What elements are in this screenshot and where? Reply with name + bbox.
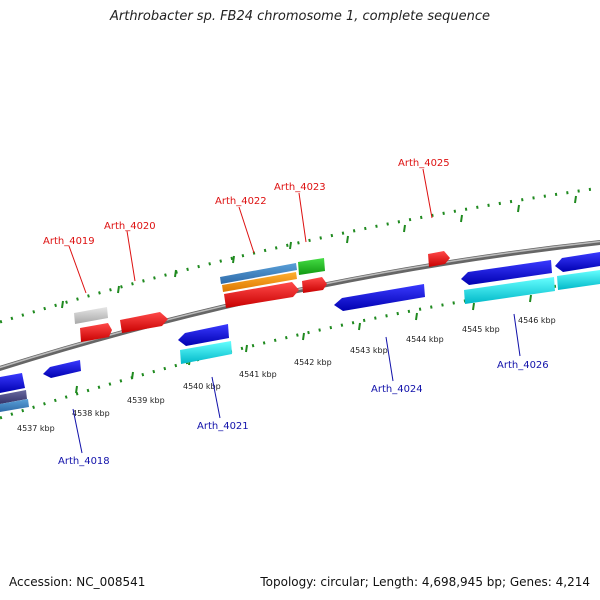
gene-label-arth-4025[interactable]: Arth_4025 — [398, 158, 450, 169]
scale-tick-label: 4540 kbp — [183, 382, 221, 391]
gene-label-arth-4022[interactable]: Arth_4022 — [215, 196, 267, 207]
gene-label-arth-4024[interactable]: Arth_4024 — [371, 384, 423, 395]
gene-arth-4018[interactable] — [43, 360, 81, 378]
reverse-label-leaders — [72, 313, 521, 454]
chromosome-backbone-highlight — [0, 240, 600, 369]
map-title: Arthrobacter sp. FB24 chromosome 1, comp… — [109, 9, 491, 24]
gene-label-arth-4020[interactable]: Arth_4020 — [104, 221, 156, 232]
gene-label-arth-4023[interactable]: Arth_4023 — [274, 182, 326, 193]
gene-arth-4020[interactable] — [120, 312, 168, 333]
gene-label-arth-4026[interactable]: Arth_4026 — [497, 360, 549, 371]
reverse-genes — [0, 252, 600, 412]
scale-tick-label: 4543 kbp — [350, 346, 388, 355]
forward-major-ticks — [61, 195, 577, 309]
scale-tick-label: 4542 kbp — [294, 358, 332, 367]
gene-arth-4022-orange[interactable] — [222, 272, 297, 292]
reverse-tick-arc — [0, 278, 600, 420]
gene-arth-4023-green[interactable] — [298, 258, 325, 275]
gene-arth-4024[interactable] — [334, 284, 425, 311]
scale-tick-label: 4539 kbp — [127, 396, 165, 405]
gene-arth-4021[interactable] — [178, 324, 229, 346]
gene-left-edge-blue[interactable] — [0, 373, 25, 393]
gene-left-edge-steel[interactable] — [0, 399, 29, 412]
scale-tick-label: 4541 kbp — [239, 370, 277, 379]
accession-label: Accession: NC_008541 — [9, 575, 146, 589]
gene-label-arth-4019[interactable]: Arth_4019 — [43, 236, 95, 247]
gene-left-edge-slate[interactable] — [0, 390, 27, 404]
gene-arth-4021-cyan[interactable] — [180, 341, 232, 364]
scale-tick-label: 4544 kbp — [406, 335, 444, 344]
topology-summary: Topology: circular; Length: 4,698,945 bp… — [260, 575, 590, 589]
forward-label-leaders — [68, 168, 433, 294]
gene-arth-4026-cyan[interactable] — [464, 277, 555, 304]
scale-tick-label: 4538 kbp — [72, 409, 110, 418]
gene-right-edge-blue[interactable] — [555, 252, 600, 272]
gene-arth-4019[interactable] — [80, 323, 112, 342]
gene-arth-4026[interactable] — [461, 260, 552, 285]
forward-genes — [74, 251, 450, 342]
scale-tick-label: 4537 kbp — [17, 424, 55, 433]
chromosome-backbone — [0, 240, 600, 372]
gene-arth-4022[interactable] — [224, 282, 299, 308]
gene-arth-4023[interactable] — [302, 277, 327, 293]
gene-label-arth-4021[interactable]: Arth_4021 — [197, 421, 249, 432]
gene-feature-gray[interactable] — [74, 307, 108, 324]
gene-right-edge-cyan[interactable] — [557, 270, 600, 290]
gene-label-arth-4018[interactable]: Arth_4018 — [58, 456, 110, 467]
gene-arth-4022-steel[interactable] — [220, 263, 297, 284]
scale-tick-label: 4545 kbp — [462, 325, 500, 334]
scale-tick-label: 4546 kbp — [518, 316, 556, 325]
gene-arth-4025[interactable] — [428, 251, 450, 267]
